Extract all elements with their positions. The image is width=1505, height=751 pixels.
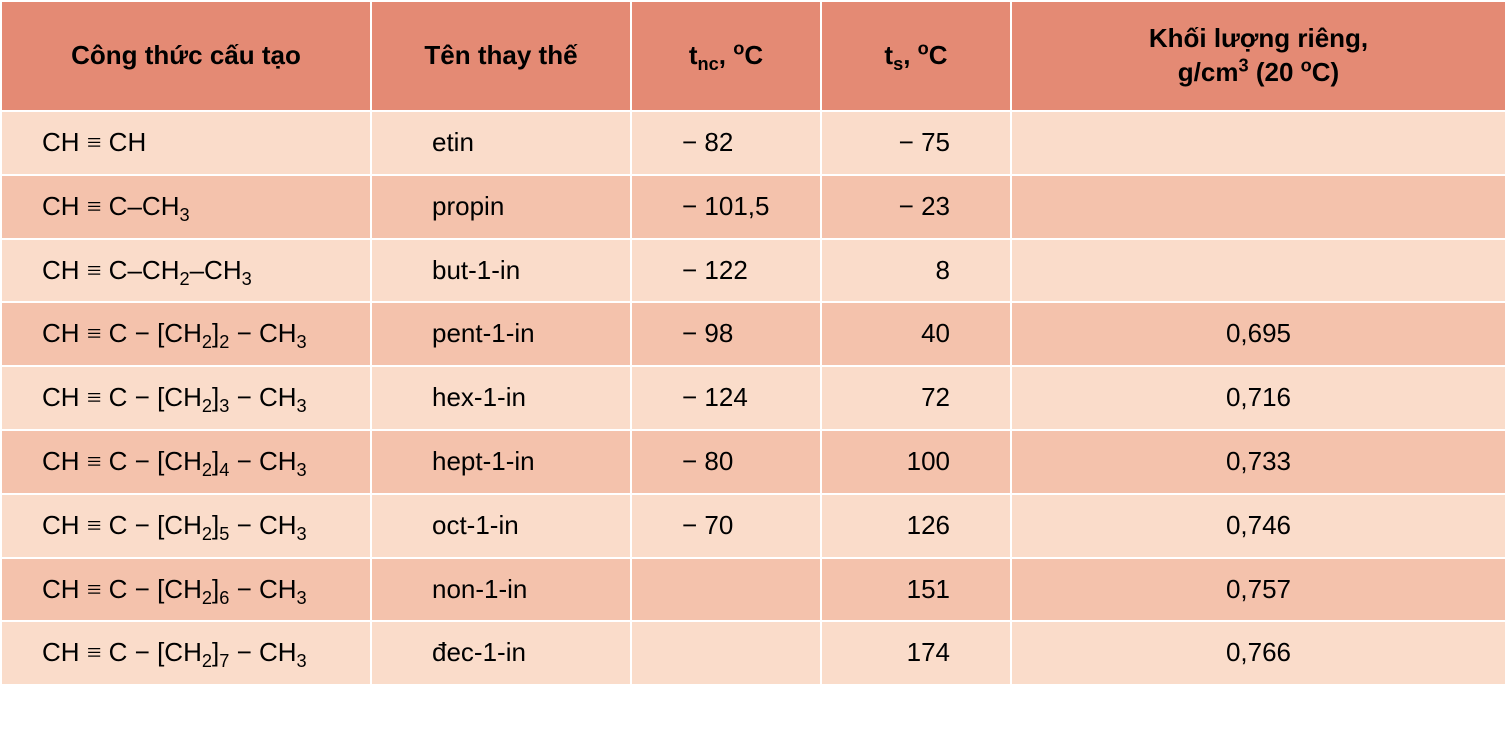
table-row: CH ≡ C − [CH2]7 − CH3đec-1-in 1740,766 xyxy=(1,621,1505,685)
cell-formula: CH ≡ C − [CH2]4 − CH3 xyxy=(1,430,371,494)
cell-formula: CH ≡ C − [CH2]3 − CH3 xyxy=(1,366,371,430)
cell-tnc: − 124 xyxy=(631,366,821,430)
cell-density xyxy=(1011,239,1505,303)
cell-tnc: − 80 xyxy=(631,430,821,494)
cell-formula: CH ≡ C − [CH2]6 − CH3 xyxy=(1,558,371,622)
table-header-row: Công thức cấu tạo Tên thay thế tnc, oC t… xyxy=(1,1,1505,111)
cell-name: pent-1-in xyxy=(371,302,631,366)
cell-tnc: − 122 xyxy=(631,239,821,303)
cell-name: hept-1-in xyxy=(371,430,631,494)
cell-ts: 8 xyxy=(821,239,1011,303)
cell-ts: − 23 xyxy=(821,175,1011,239)
table-body: CH ≡ CHetin− 82− 75CH ≡ C–CH3propin− 101… xyxy=(1,111,1505,685)
cell-tnc: − 82 xyxy=(631,111,821,175)
cell-density xyxy=(1011,111,1505,175)
table-row: CH ≡ CHetin− 82− 75 xyxy=(1,111,1505,175)
cell-density: 0,733 xyxy=(1011,430,1505,494)
cell-density: 0,746 xyxy=(1011,494,1505,558)
cell-density: 0,757 xyxy=(1011,558,1505,622)
cell-formula: CH ≡ CH xyxy=(1,111,371,175)
cell-formula: CH ≡ C − [CH2]7 − CH3 xyxy=(1,621,371,685)
cell-formula: CH ≡ C–CH2–CH3 xyxy=(1,239,371,303)
col-header-density: Khối lượng riêng, g/cm3 (20 oC) xyxy=(1011,1,1505,111)
cell-ts: 151 xyxy=(821,558,1011,622)
cell-formula: CH ≡ C − [CH2]5 − CH3 xyxy=(1,494,371,558)
cell-name: but-1-in xyxy=(371,239,631,303)
cell-ts: 174 xyxy=(821,621,1011,685)
cell-density: 0,766 xyxy=(1011,621,1505,685)
cell-tnc xyxy=(631,621,821,685)
cell-name: oct-1-in xyxy=(371,494,631,558)
cell-ts: 126 xyxy=(821,494,1011,558)
col-header-formula: Công thức cấu tạo xyxy=(1,1,371,111)
cell-formula: CH ≡ C − [CH2]2 − CH3 xyxy=(1,302,371,366)
cell-name: propin xyxy=(371,175,631,239)
cell-density: 0,716 xyxy=(1011,366,1505,430)
cell-name: etin xyxy=(371,111,631,175)
cell-name: non-1-in xyxy=(371,558,631,622)
cell-ts: 100 xyxy=(821,430,1011,494)
table-row: CH ≡ C − [CH2]3 − CH3hex-1-in− 124720,71… xyxy=(1,366,1505,430)
table-row: CH ≡ C–CH2–CH3but-1-in− 1228 xyxy=(1,239,1505,303)
table-row: CH ≡ C–CH3propin− 101,5− 23 xyxy=(1,175,1505,239)
cell-tnc: − 101,5 xyxy=(631,175,821,239)
col-header-ts: ts, oC xyxy=(821,1,1011,111)
table-row: CH ≡ C − [CH2]2 − CH3pent-1-in− 98400,69… xyxy=(1,302,1505,366)
cell-name: hex-1-in xyxy=(371,366,631,430)
col-header-tnc: tnc, oC xyxy=(631,1,821,111)
cell-ts: 40 xyxy=(821,302,1011,366)
cell-density xyxy=(1011,175,1505,239)
cell-formula: CH ≡ C–CH3 xyxy=(1,175,371,239)
table-row: CH ≡ C − [CH2]4 − CH3hept-1-in− 801000,7… xyxy=(1,430,1505,494)
cell-ts: 72 xyxy=(821,366,1011,430)
alkyne-properties-table: Công thức cấu tạo Tên thay thế tnc, oC t… xyxy=(0,0,1505,686)
table-row: CH ≡ C − [CH2]5 − CH3oct-1-in− 701260,74… xyxy=(1,494,1505,558)
cell-tnc xyxy=(631,558,821,622)
cell-ts: − 75 xyxy=(821,111,1011,175)
col-header-name: Tên thay thế xyxy=(371,1,631,111)
table-row: CH ≡ C − [CH2]6 − CH3non-1-in 1510,757 xyxy=(1,558,1505,622)
cell-name: đec-1-in xyxy=(371,621,631,685)
cell-density: 0,695 xyxy=(1011,302,1505,366)
cell-tnc: − 98 xyxy=(631,302,821,366)
cell-tnc: − 70 xyxy=(631,494,821,558)
